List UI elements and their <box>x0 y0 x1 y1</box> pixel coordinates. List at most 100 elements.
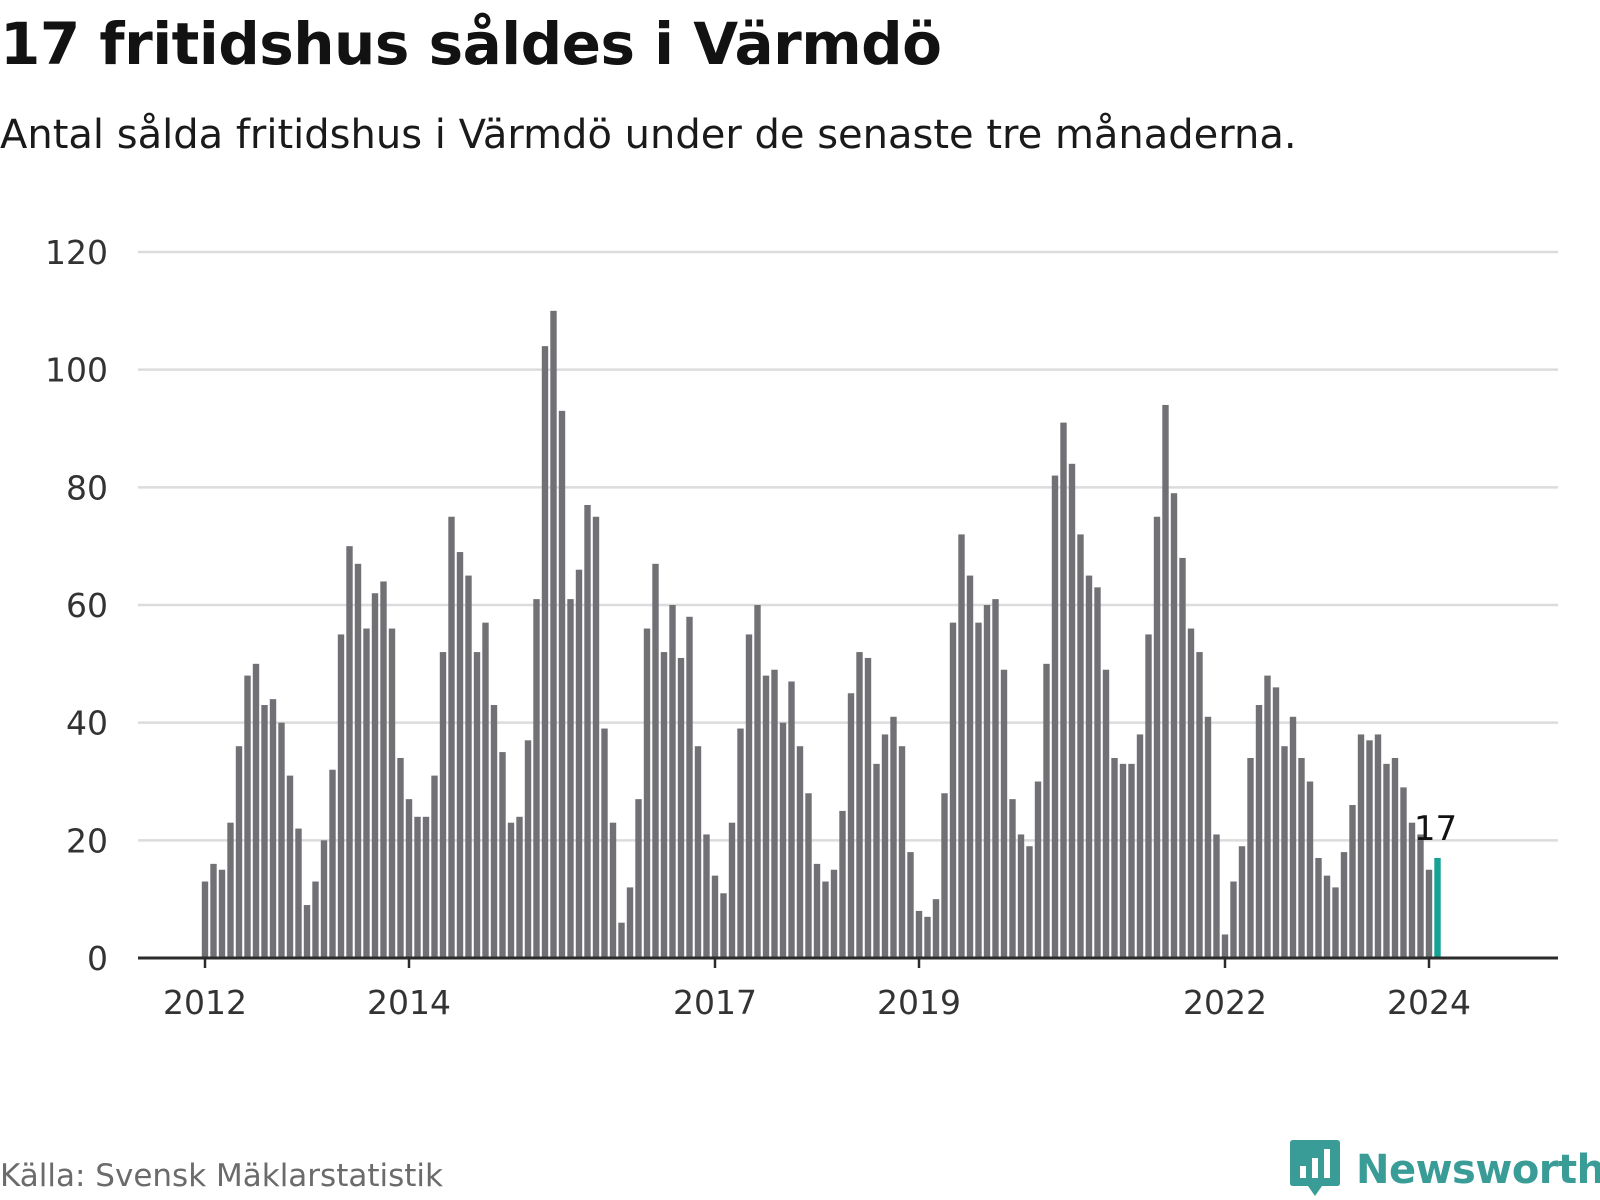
bar <box>856 652 863 958</box>
bar <box>354 563 362 958</box>
brand-logo[interactable]: Newsworthy <box>1290 1140 1600 1200</box>
bar <box>1332 887 1339 958</box>
bar <box>490 705 498 958</box>
bar <box>465 575 472 958</box>
bar <box>771 669 778 958</box>
bar <box>482 622 489 958</box>
bar <box>558 410 566 959</box>
bar <box>295 828 302 958</box>
bar <box>439 652 447 958</box>
bar <box>805 793 812 958</box>
x-tick-label: 2014 <box>367 983 451 1022</box>
bar <box>881 734 889 958</box>
bar <box>745 634 753 958</box>
bar <box>371 593 379 958</box>
bar <box>1434 857 1441 958</box>
bar <box>720 893 727 958</box>
bar <box>1289 716 1297 958</box>
bar <box>1119 763 1127 958</box>
bar <box>1298 757 1305 958</box>
bar <box>1179 557 1186 958</box>
bar <box>1111 757 1118 958</box>
bar <box>244 675 251 958</box>
bar <box>711 875 719 958</box>
bar <box>643 628 651 958</box>
bar <box>660 652 668 958</box>
bar <box>1340 852 1348 958</box>
bar <box>890 716 897 958</box>
bar <box>1230 881 1237 958</box>
bar <box>932 899 940 958</box>
bar <box>533 599 540 958</box>
y-axis-tick-labels: 0 20 40 60 80 100 120 <box>45 233 108 978</box>
bar <box>924 916 931 958</box>
bar <box>1247 757 1254 958</box>
bar <box>1255 705 1263 958</box>
bar <box>1000 669 1008 958</box>
bar <box>686 616 693 958</box>
y-tick-label: 80 <box>66 468 108 507</box>
bar <box>983 605 991 958</box>
bar <box>1145 634 1152 958</box>
y-tick-label: 120 <box>45 233 108 272</box>
bar <box>652 563 659 958</box>
bar <box>422 816 430 958</box>
bar <box>1323 875 1331 958</box>
bar <box>975 622 982 958</box>
bar <box>677 657 685 958</box>
bar <box>1085 575 1093 958</box>
bar <box>864 657 872 958</box>
bar <box>873 763 880 958</box>
bar <box>1094 587 1101 958</box>
x-tick-label: 2019 <box>877 983 961 1022</box>
bar <box>363 628 370 958</box>
bar <box>269 699 277 958</box>
bar <box>312 881 319 958</box>
bar <box>1383 763 1390 958</box>
bar <box>541 346 549 958</box>
bar <box>1221 934 1229 958</box>
bar <box>1043 663 1050 958</box>
x-axis: 2012 2014 2017 2019 2022 2024 <box>138 956 1558 1022</box>
bar <box>635 799 642 958</box>
bar <box>1281 746 1288 958</box>
bar <box>728 822 736 958</box>
y-tick-label: 100 <box>45 351 108 390</box>
bar <box>278 722 285 958</box>
bar <box>813 863 821 958</box>
y-tick-label: 60 <box>66 586 108 625</box>
bar <box>1017 834 1025 958</box>
y-tick-label: 40 <box>66 704 108 743</box>
bar <box>992 599 999 958</box>
bar <box>380 581 387 958</box>
bar <box>626 887 634 958</box>
bars <box>201 310 1441 959</box>
bar <box>592 516 600 958</box>
bar <box>210 863 217 958</box>
bar <box>966 575 974 958</box>
bar <box>1077 534 1084 958</box>
bar <box>575 569 583 958</box>
bar <box>1136 734 1144 958</box>
annotations: 17 <box>1414 809 1457 849</box>
data-label: 17 <box>1414 809 1457 849</box>
bar <box>796 746 804 958</box>
chart-title: 17 fritidshus såldes i Värmdö <box>0 10 942 78</box>
bar <box>1026 846 1033 958</box>
bar <box>762 675 770 958</box>
bar <box>550 310 557 959</box>
bar <box>1196 652 1203 958</box>
bar <box>788 681 795 958</box>
bar <box>1238 846 1246 958</box>
bar <box>1170 493 1178 958</box>
bar <box>329 769 336 958</box>
bar-chart: 0 20 40 60 80 100 120 2012 2014 2017 2019 2022 2024… <box>45 233 1558 1022</box>
bar <box>1102 669 1110 958</box>
source-note: Källa: Svensk Mäklarstatistik <box>0 1158 443 1194</box>
bar <box>1417 834 1424 958</box>
bar <box>618 922 625 958</box>
bar <box>584 504 591 958</box>
bar <box>669 605 676 958</box>
bar <box>1272 687 1280 958</box>
bar <box>1034 781 1042 958</box>
